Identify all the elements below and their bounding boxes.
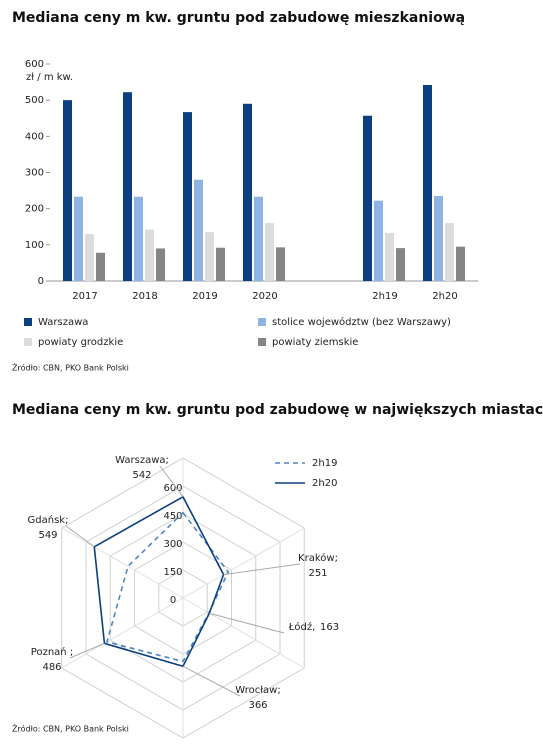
legend-label: powiaty grodzkie: [38, 337, 123, 348]
value-label: 366: [248, 700, 267, 711]
bar: [456, 246, 465, 281]
spoke: [61, 527, 184, 599]
bar: [243, 103, 252, 282]
source: Źródło: CBN, PKO Bank Polski: [12, 723, 129, 734]
bar: [85, 233, 94, 281]
value-label: 163: [320, 622, 339, 633]
bar: [96, 252, 105, 281]
bar: [183, 112, 192, 281]
y-tick-label: 100: [25, 240, 44, 251]
r-tick-label: 0: [170, 595, 176, 606]
y-tick-label: 200: [25, 204, 44, 215]
y-tick-label: 500: [25, 95, 44, 106]
legend-label: stolice województw (bez Warszawy): [272, 316, 451, 328]
value-label: 251: [308, 568, 327, 579]
bar: [434, 196, 443, 281]
value-label: 542: [132, 470, 151, 481]
legend-swatch: [258, 318, 266, 326]
leader-line: [65, 525, 95, 548]
chart-title: Mediana ceny m kw. gruntu pod zabudowę m…: [12, 10, 465, 26]
x-tick-label: 2h20: [432, 291, 457, 302]
bar: [63, 100, 72, 282]
r-tick-label: 300: [163, 539, 182, 550]
y-tick-label: 600: [25, 59, 44, 70]
spoke: [61, 597, 184, 669]
bar: [363, 115, 372, 282]
leader-line: [209, 612, 285, 634]
bar: [423, 84, 432, 281]
legend-swatch: [24, 318, 32, 326]
bar: [396, 248, 405, 281]
y-tick-label: 400: [25, 131, 44, 142]
chart-title: Mediana ceny m kw. gruntu pod zabudowę w…: [12, 402, 543, 418]
spoke: [182, 527, 305, 599]
bar: [254, 196, 263, 281]
bar: [276, 247, 285, 281]
bar: [74, 196, 83, 281]
bar: [374, 200, 383, 281]
bar: [265, 223, 274, 281]
x-tick-label: 2h19: [372, 291, 397, 302]
leader-line: [159, 465, 184, 498]
bar: [445, 223, 454, 281]
bar: [205, 232, 214, 281]
value-label: 549: [38, 530, 57, 541]
bar: [123, 92, 132, 282]
legend-label: 2h19: [312, 458, 337, 469]
r-tick-label: 450: [163, 511, 182, 522]
leader-line: [69, 642, 105, 659]
leader-line: [223, 563, 301, 576]
category-label: Poznań ;: [31, 646, 73, 658]
y-axis-label: zł / m kw.: [26, 72, 73, 83]
value-label: 486: [42, 662, 61, 673]
x-tick-label: 2020: [252, 291, 277, 302]
bar: [216, 247, 225, 281]
legend-label: powiaty ziemskie: [272, 337, 358, 348]
bar: [194, 179, 203, 281]
bar: [145, 229, 154, 281]
r-tick-label: 150: [163, 567, 182, 578]
category-label: Warszawa;: [115, 455, 169, 466]
y-tick-label: 0: [38, 276, 44, 287]
radar-line: [93, 495, 225, 668]
category-label: Gdańsk;: [28, 514, 69, 526]
leader-line: [182, 665, 241, 697]
category-label: Łódź,: [288, 621, 316, 633]
x-tick-label: 2017: [72, 291, 97, 302]
category-label: Kraków;: [298, 552, 338, 564]
category-label: Wrocław;: [235, 685, 280, 696]
bar: [156, 248, 165, 281]
legend-label: 2h20: [312, 478, 337, 489]
radar-line: [106, 511, 230, 663]
legend-swatch: [258, 338, 266, 346]
legend-label: Warszawa: [38, 317, 88, 328]
bar: [385, 232, 394, 281]
spoke: [182, 597, 305, 669]
bar: [134, 196, 143, 281]
x-tick-label: 2019: [192, 291, 217, 302]
legend-swatch: [24, 338, 32, 346]
source: Źródło: CBN, PKO Bank Polski: [12, 362, 129, 373]
x-tick-label: 2018: [132, 291, 157, 302]
y-tick-label: 300: [25, 168, 44, 179]
r-tick-label: 600: [163, 483, 182, 494]
